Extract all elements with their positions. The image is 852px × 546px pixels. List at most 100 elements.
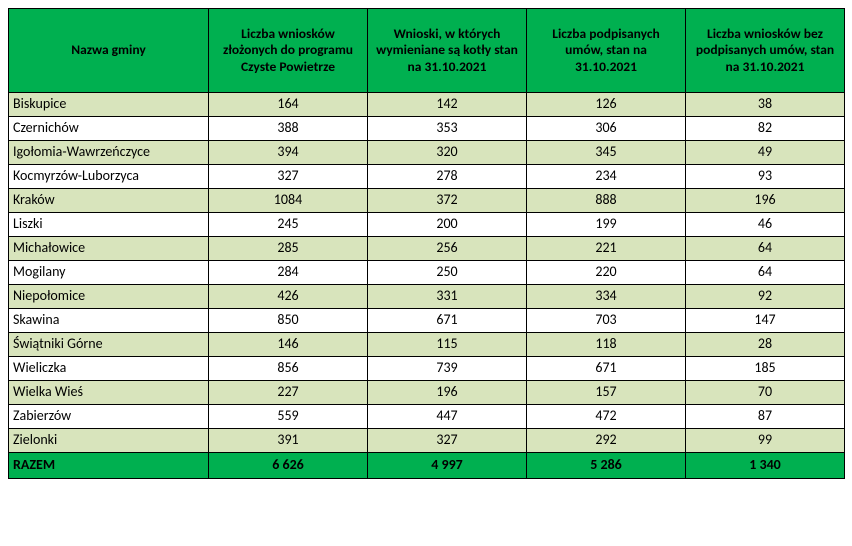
header-col-signed: Liczba podpisanych umów, stan na 31.10.2… bbox=[527, 9, 686, 93]
table-row: Mogilany28425022064 bbox=[9, 261, 845, 285]
table-row: Igołomia-Wawrzeńczyce39432034549 bbox=[9, 141, 845, 165]
cell-name: Niepołomice bbox=[9, 285, 209, 309]
footer-total-3: 1 340 bbox=[686, 453, 845, 479]
header-col-applications: Liczba wniosków złożonych do programu Cz… bbox=[209, 9, 368, 93]
table-row: Zabierzów55944747287 bbox=[9, 405, 845, 429]
table-body: Biskupice16414212638Czernichów3883533068… bbox=[9, 93, 845, 453]
cell-name: Kraków bbox=[9, 189, 209, 213]
cell-value: 250 bbox=[368, 261, 527, 285]
cell-value: 671 bbox=[368, 309, 527, 333]
cell-name: Kocmyrzów-Luborzyca bbox=[9, 165, 209, 189]
cell-value: 234 bbox=[527, 165, 686, 189]
cell-value: 888 bbox=[527, 189, 686, 213]
cell-value: 345 bbox=[527, 141, 686, 165]
cell-value: 185 bbox=[686, 357, 845, 381]
cell-value: 196 bbox=[686, 189, 845, 213]
cell-value: 46 bbox=[686, 213, 845, 237]
table-row: Świątniki Górne14611511828 bbox=[9, 333, 845, 357]
cell-value: 320 bbox=[368, 141, 527, 165]
table-row: Skawina850671703147 bbox=[9, 309, 845, 333]
table-row: Czernichów38835330682 bbox=[9, 117, 845, 141]
table-row: Wieliczka856739671185 bbox=[9, 357, 845, 381]
cell-value: 64 bbox=[686, 237, 845, 261]
footer-label: RAZEM bbox=[9, 453, 209, 479]
cell-value: 327 bbox=[368, 429, 527, 453]
cell-name: Wieliczka bbox=[9, 357, 209, 381]
cell-name: Świątniki Górne bbox=[9, 333, 209, 357]
cell-value: 99 bbox=[686, 429, 845, 453]
table-row: Wielka Wieś22719615770 bbox=[9, 381, 845, 405]
cell-value: 278 bbox=[368, 165, 527, 189]
cell-value: 38 bbox=[686, 93, 845, 117]
cell-value: 82 bbox=[686, 117, 845, 141]
cell-name: Biskupice bbox=[9, 93, 209, 117]
cell-value: 331 bbox=[368, 285, 527, 309]
table-row: Biskupice16414212638 bbox=[9, 93, 845, 117]
header-col-name: Nazwa gminy bbox=[9, 9, 209, 93]
cell-value: 559 bbox=[209, 405, 368, 429]
cell-value: 142 bbox=[368, 93, 527, 117]
cell-name: Zabierzów bbox=[9, 405, 209, 429]
cell-value: 306 bbox=[527, 117, 686, 141]
cell-value: 147 bbox=[686, 309, 845, 333]
cell-value: 199 bbox=[527, 213, 686, 237]
cell-value: 49 bbox=[686, 141, 845, 165]
cell-value: 388 bbox=[209, 117, 368, 141]
table-row: Zielonki39132729299 bbox=[9, 429, 845, 453]
cell-value: 256 bbox=[368, 237, 527, 261]
data-table: Nazwa gminy Liczba wniosków złożonych do… bbox=[8, 8, 845, 479]
cell-value: 70 bbox=[686, 381, 845, 405]
table-footer: RAZEM 6 626 4 997 5 286 1 340 bbox=[9, 453, 845, 479]
footer-total-2: 5 286 bbox=[527, 453, 686, 479]
cell-value: 28 bbox=[686, 333, 845, 357]
cell-value: 447 bbox=[368, 405, 527, 429]
cell-value: 372 bbox=[368, 189, 527, 213]
cell-name: Wielka Wieś bbox=[9, 381, 209, 405]
cell-name: Michałowice bbox=[9, 237, 209, 261]
cell-value: 196 bbox=[368, 381, 527, 405]
cell-value: 739 bbox=[368, 357, 527, 381]
cell-value: 164 bbox=[209, 93, 368, 117]
table-row: Kraków1084372888196 bbox=[9, 189, 845, 213]
cell-value: 426 bbox=[209, 285, 368, 309]
cell-value: 227 bbox=[209, 381, 368, 405]
cell-value: 472 bbox=[527, 405, 686, 429]
cell-value: 92 bbox=[686, 285, 845, 309]
table-row: Michałowice28525622164 bbox=[9, 237, 845, 261]
cell-value: 394 bbox=[209, 141, 368, 165]
table-header: Nazwa gminy Liczba wniosków złożonych do… bbox=[9, 9, 845, 93]
table-row: Liszki24520019946 bbox=[9, 213, 845, 237]
cell-name: Igołomia-Wawrzeńczyce bbox=[9, 141, 209, 165]
cell-name: Zielonki bbox=[9, 429, 209, 453]
cell-value: 284 bbox=[209, 261, 368, 285]
cell-value: 200 bbox=[368, 213, 527, 237]
cell-value: 292 bbox=[527, 429, 686, 453]
cell-value: 703 bbox=[527, 309, 686, 333]
cell-value: 146 bbox=[209, 333, 368, 357]
cell-name: Mogilany bbox=[9, 261, 209, 285]
cell-value: 245 bbox=[209, 213, 368, 237]
cell-value: 391 bbox=[209, 429, 368, 453]
cell-value: 64 bbox=[686, 261, 845, 285]
table-row: Niepołomice42633133492 bbox=[9, 285, 845, 309]
cell-value: 93 bbox=[686, 165, 845, 189]
cell-name: Liszki bbox=[9, 213, 209, 237]
cell-value: 285 bbox=[209, 237, 368, 261]
cell-value: 118 bbox=[527, 333, 686, 357]
cell-value: 353 bbox=[368, 117, 527, 141]
cell-value: 220 bbox=[527, 261, 686, 285]
footer-total-0: 6 626 bbox=[209, 453, 368, 479]
cell-value: 157 bbox=[527, 381, 686, 405]
header-col-boilers: Wnioski, w których wymieniane są kotły s… bbox=[368, 9, 527, 93]
cell-value: 671 bbox=[527, 357, 686, 381]
header-col-unsigned: Liczba wniosków bez podpisanych umów, st… bbox=[686, 9, 845, 93]
table-row: Kocmyrzów-Luborzyca32727823493 bbox=[9, 165, 845, 189]
cell-value: 334 bbox=[527, 285, 686, 309]
cell-name: Czernichów bbox=[9, 117, 209, 141]
cell-value: 87 bbox=[686, 405, 845, 429]
cell-value: 327 bbox=[209, 165, 368, 189]
cell-value: 126 bbox=[527, 93, 686, 117]
cell-value: 115 bbox=[368, 333, 527, 357]
cell-value: 221 bbox=[527, 237, 686, 261]
cell-value: 850 bbox=[209, 309, 368, 333]
